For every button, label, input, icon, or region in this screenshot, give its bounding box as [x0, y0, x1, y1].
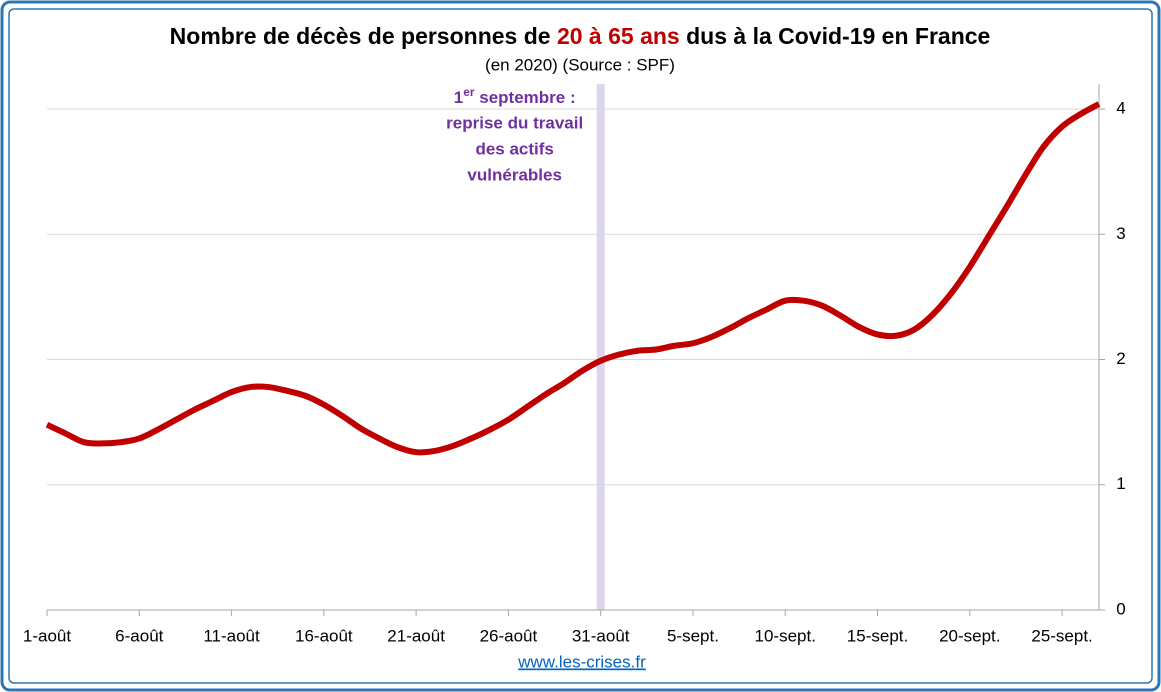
data-line: [45, 101, 1101, 456]
y-tick-label: 4: [1116, 99, 1125, 118]
annotation-part: 1: [454, 88, 463, 107]
y-tick-label: 0: [1116, 599, 1125, 618]
y-tick-label: 1: [1116, 474, 1125, 493]
x-tick-label: 11-août: [203, 626, 260, 645]
annotation-band: [596, 84, 605, 610]
annotation-text: vulnérables: [467, 165, 562, 184]
x-tick-label: 6-août: [115, 626, 163, 645]
title-highlight: 20 à 65 ans: [557, 23, 680, 49]
chart-title: Nombre de décès de personnes de 20 à 65 …: [170, 23, 991, 49]
annotation-part: septembre :: [475, 88, 576, 107]
annotation-sup: er: [463, 85, 475, 99]
source-link[interactable]: www.les-crises.fr: [517, 652, 646, 671]
x-tick-label: 21-août: [387, 626, 445, 645]
annotation-text: des actifs: [475, 139, 553, 158]
x-tick-label: 16-août: [295, 626, 353, 645]
inner-border: [8, 8, 1153, 684]
x-tick-label: 26-août: [480, 626, 538, 645]
y-tick-label: 2: [1116, 349, 1125, 368]
annotation-text: reprise du travail: [446, 113, 583, 132]
x-tick-label: 1-août: [23, 626, 71, 645]
chart-subtitle: (en 2020) (Source : SPF): [485, 55, 675, 74]
title-part: dus à la Covid-19 en France: [680, 23, 991, 49]
x-tick-label: 20-sept.: [939, 626, 1000, 645]
annotation-text: 1er septembre :: [454, 85, 576, 107]
x-tick-label: 15-sept.: [847, 626, 908, 645]
x-tick-label: 25-sept.: [1031, 626, 1092, 645]
title-part: Nombre de décès de personnes de: [170, 23, 557, 49]
x-tick-label: 10-sept.: [755, 626, 816, 645]
x-tick-label: 31-août: [572, 626, 630, 645]
x-tick-label: 5-sept.: [667, 626, 719, 645]
y-tick-label: 3: [1116, 224, 1125, 243]
